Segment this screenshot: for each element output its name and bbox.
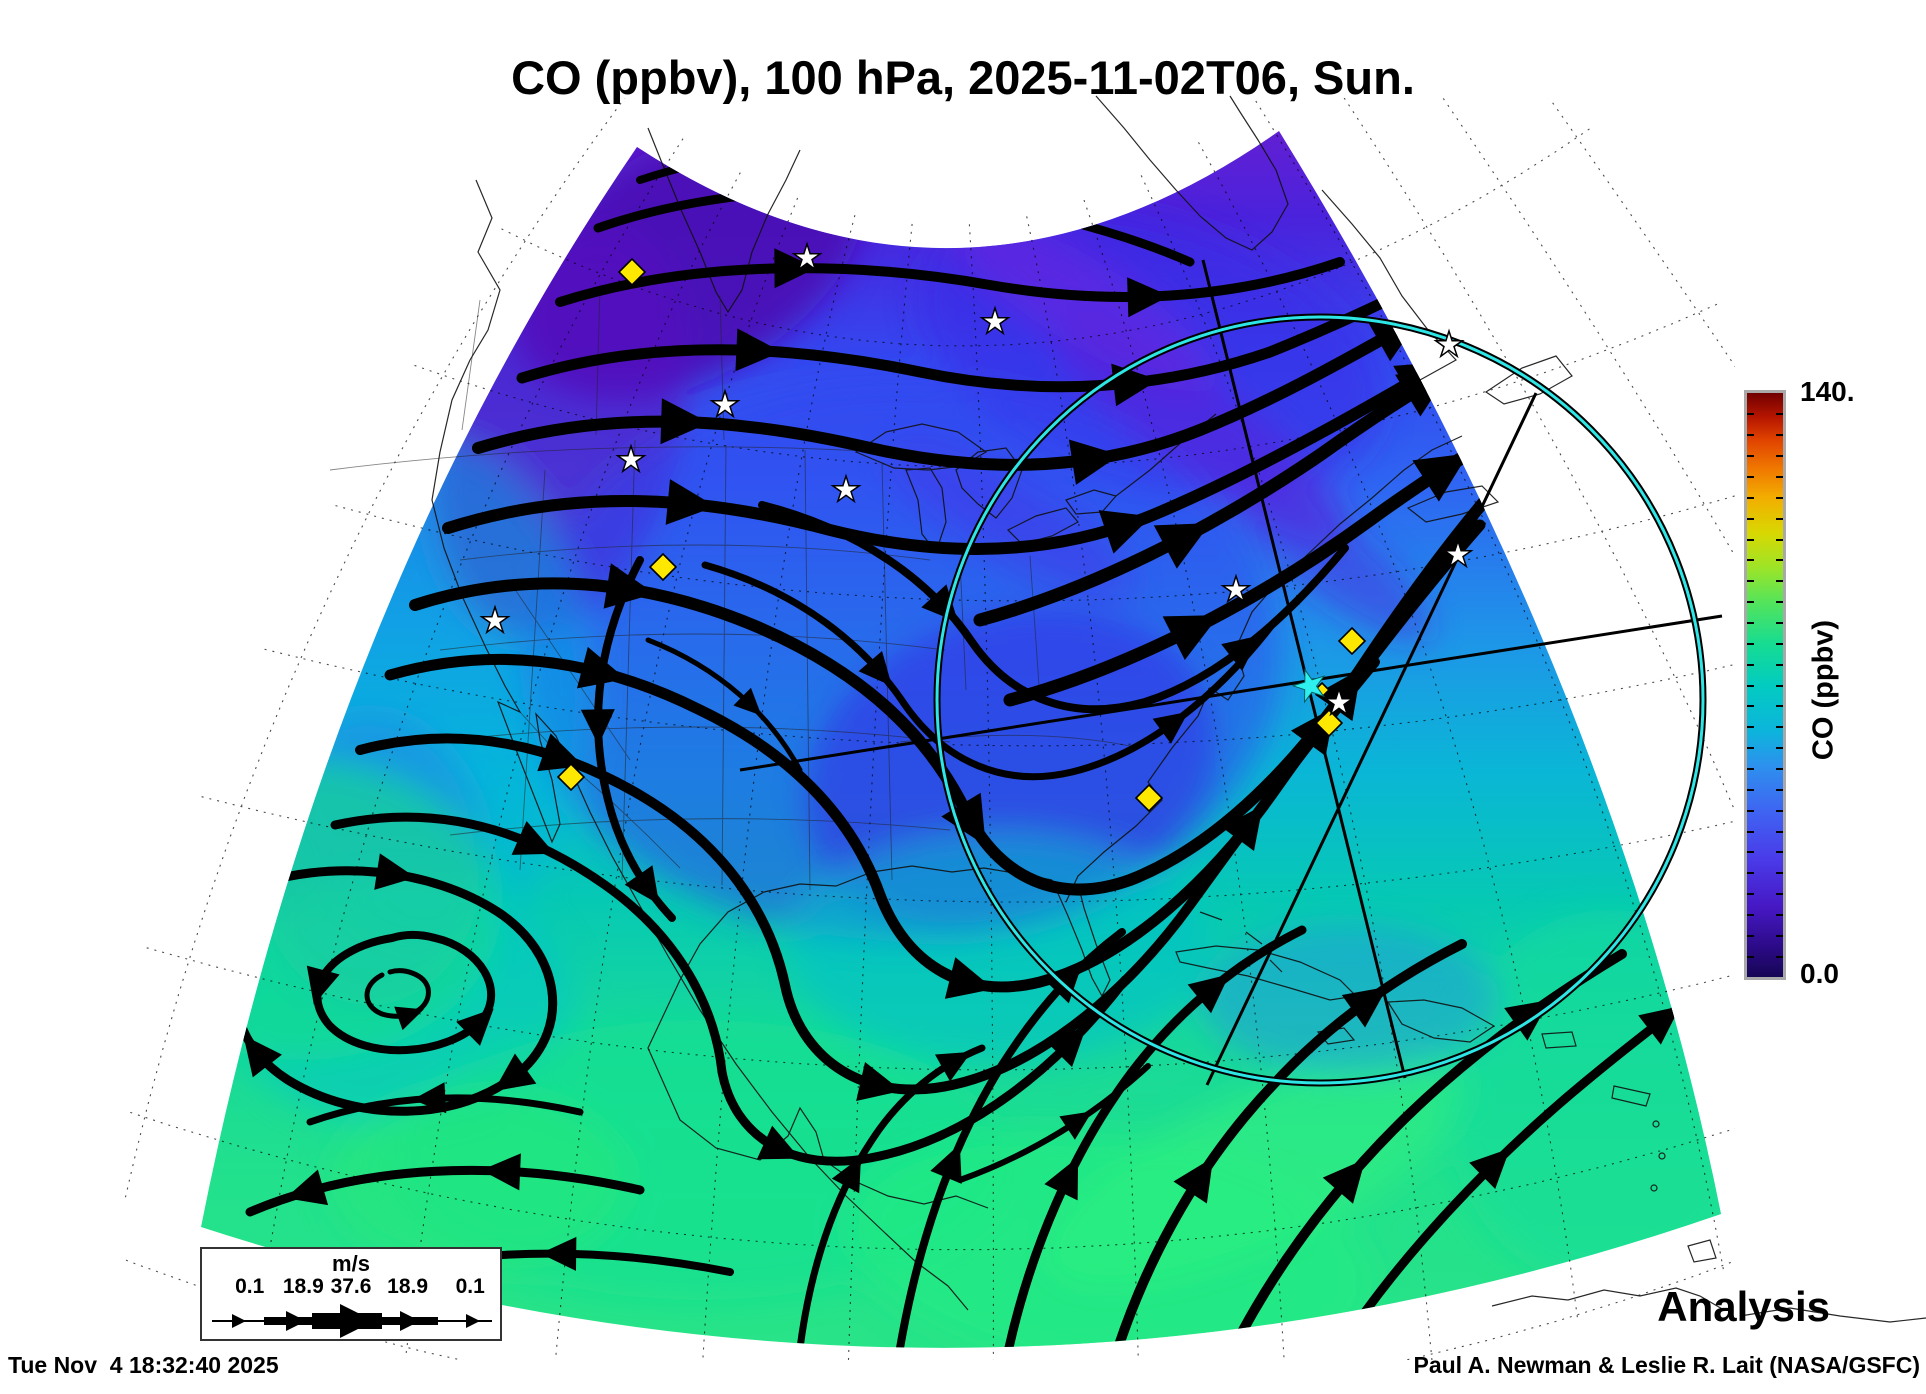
colorbar-tick (1747, 664, 1754, 666)
colorbar-tick (1747, 413, 1754, 415)
colorbar-tick (1776, 768, 1783, 770)
wind-legend-value: 0.1 (235, 1275, 265, 1298)
streamlines (232, 141, 1721, 1348)
colorbar-tick (1776, 705, 1783, 707)
colorbar (1744, 390, 1786, 980)
colorbar-tick (1776, 601, 1783, 603)
colorbar-tick (1776, 455, 1783, 457)
colorbar-tick (1747, 580, 1754, 582)
colorbar-tick (1776, 914, 1783, 916)
colorbar-tick (1776, 518, 1783, 520)
wind-speed-legend: m/s 0.1 18.9 37.6 18.9 0.1 (200, 1247, 502, 1341)
wind-legend-value: 18.9 (282, 1275, 324, 1298)
colorbar-tick (1747, 914, 1754, 916)
creation-timestamp: Tue Nov 4 18:32:40 2025 (8, 1352, 279, 1378)
colorbar-tick (1747, 789, 1754, 791)
colorbar-tick (1747, 434, 1754, 436)
analysis-label: Analysis (1657, 1283, 1830, 1330)
colorbar-tick (1776, 664, 1783, 666)
colorbar-tick (1776, 622, 1783, 624)
colorbar-tick (1747, 685, 1754, 687)
colorbar-tick (1747, 497, 1754, 499)
colorbar-tick (1747, 476, 1754, 478)
wind-legend-units: m/s (332, 1251, 370, 1276)
colorbar-tick (1776, 831, 1783, 833)
colorbar-tick (1776, 851, 1783, 853)
colorbar-tick (1776, 476, 1783, 478)
colorbar-tick (1747, 726, 1754, 728)
colorbar-min-label: 0.0 (1800, 958, 1839, 989)
colorbar-tick (1776, 580, 1783, 582)
colorbar-tick (1776, 956, 1783, 958)
colorbar-tick (1776, 497, 1783, 499)
colorbar-tick (1747, 455, 1754, 457)
colorbar-tick (1776, 872, 1783, 874)
colorbar-tick (1776, 935, 1783, 937)
colorbar-tick (1776, 559, 1783, 561)
colorbar-tick (1747, 956, 1754, 958)
colorbar-tick (1747, 851, 1754, 853)
colorbar-tick (1747, 893, 1754, 895)
colorbar-tick (1747, 601, 1754, 603)
colorbar-max-label: 140. (1800, 376, 1855, 407)
wind-legend-arrows (212, 1304, 492, 1338)
credit-text: Paul A. Newman & Leslie R. Lait (NASA/GS… (1413, 1352, 1920, 1378)
colorbar-tick (1747, 935, 1754, 937)
colorbar-axis-label: CO (ppbv) (1807, 619, 1840, 761)
colorbar-tick (1747, 539, 1754, 541)
colorbar-tick (1747, 810, 1754, 812)
colorbar-tick (1776, 747, 1783, 749)
wind-legend-value: 0.1 (455, 1275, 485, 1298)
colorbar-tick (1776, 539, 1783, 541)
colorbar-tick (1747, 559, 1754, 561)
colorbar-tick (1776, 643, 1783, 645)
colorbar-tick (1776, 726, 1783, 728)
colorbar-tick (1776, 434, 1783, 436)
colorbar-tick (1747, 872, 1754, 874)
colorbar-tick (1747, 747, 1754, 749)
wind-legend-value: 18.9 (387, 1275, 429, 1298)
plot-title: CO (ppbv), 100 hPa, 2025-11-02T06, Sun. (511, 51, 1415, 104)
station-markers (479, 241, 1474, 813)
range-ring (935, 315, 1705, 1085)
colorbar-tick (1747, 768, 1754, 770)
colorbar-tick (1747, 643, 1754, 645)
colorbar-tick (1776, 789, 1783, 791)
colorbar-tick (1747, 831, 1754, 833)
colorbar-tick (1747, 705, 1754, 707)
colorbar-tick (1776, 893, 1783, 895)
colorbar-tick (1776, 810, 1783, 812)
colorbar-tick (1776, 685, 1783, 687)
wind-legend-value: 37.6 (330, 1275, 372, 1298)
colorbar-tick (1747, 622, 1754, 624)
colorbar-tick (1747, 518, 1754, 520)
colorbar-tick (1776, 413, 1783, 415)
